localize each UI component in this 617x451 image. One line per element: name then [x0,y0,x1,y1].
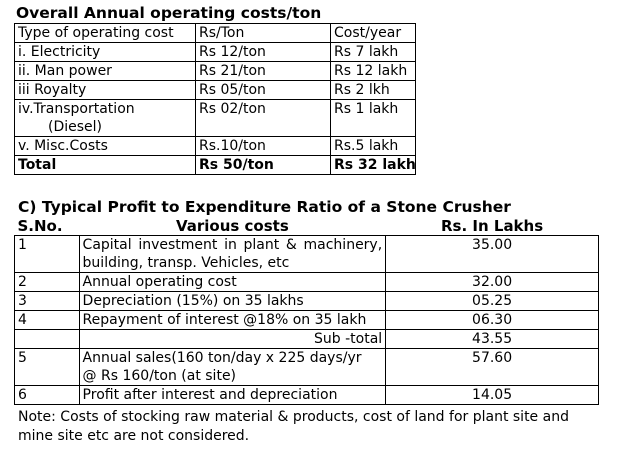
table-row: 2 Annual operating cost 32.00 [14,272,599,292]
cost-year: Rs 12 lakh [330,61,416,81]
cost-type: ii. Man power [14,61,196,81]
table-row: iv.Transportation (Diesel) Rs 02/ton Rs … [14,99,416,137]
header-sno: S.No. [17,217,63,235]
subtotal-label: Sub -total [78,329,387,349]
row-sno: 4 [14,310,80,330]
profit-ratio-title: C) Typical Profit to Expenditure Ratio o… [18,198,511,216]
row-desc: Depreciation (15%) on 35 lakhs [78,291,387,311]
table-row: 4 Repayment of interest @18% on 35 lakh … [14,310,599,330]
operating-costs-title: Overall Annual operating costs/ton [16,4,322,22]
header-costs: Various costs [175,217,289,235]
cost-year: Rs 1 lakh [330,99,416,137]
table-row: 6 Profit after interest and depreciation… [14,385,599,405]
row-desc: Annual operating cost [78,272,387,292]
row-sno: 1 [14,235,80,273]
total-label: Total [14,155,196,175]
row-desc: Annual sales(160 ton/day x 225 days/yr @… [78,348,387,386]
cost-type: i. Electricity [14,42,196,62]
header-rate: Rs/Ton [195,23,331,43]
cost-type-line1: iv.Transportation [18,101,135,117]
row-value: 35.00 [385,235,599,273]
profit-ratio-table: S.No. Various costs Rs. In Lakhs 1 Capit… [14,217,599,405]
header-value: Rs. In Lakhs [441,217,544,235]
total-rate: Rs 50/ton [195,155,331,175]
row-value: 32.00 [385,272,599,292]
row-desc: Capital investment in plant & machinery,… [78,235,387,273]
cost-type: v. Misc.Costs [14,136,196,156]
table-row: iii Royalty Rs 05/ton Rs 2 lkh [14,80,416,100]
cost-year: Rs 7 lakh [330,42,416,62]
cost-rate: Rs 12/ton [195,42,331,62]
cost-type: iv.Transportation (Diesel) [14,99,196,137]
row-sno: 3 [14,291,80,311]
cost-type-line2: (Diesel) [48,119,103,135]
table-row: v. Misc.Costs Rs.10/ton Rs.5 lakh [14,136,416,156]
row-sno: 5 [14,348,80,386]
row-desc: Repayment of interest @18% on 35 lakh [78,310,387,330]
cost-year: Rs.5 lakh [330,136,416,156]
table-header-row: S.No. Various costs Rs. In Lakhs [15,217,599,236]
cost-type: iii Royalty [14,80,196,100]
total-row: Total Rs 50/ton Rs 32 lakh [14,155,416,175]
total-year: Rs 32 lakh [330,155,416,175]
subtotal-value: 43.55 [385,329,599,349]
subtotal-row: Sub -total 43.55 [14,329,599,349]
cost-year: Rs 2 lkh [330,80,416,100]
cost-rate: Rs 02/ton [195,99,331,137]
row-sno: 2 [14,272,80,292]
cost-rate: Rs.10/ton [195,136,331,156]
header-year: Cost/year [330,23,416,43]
row-sno [14,329,80,349]
table-row: 5 Annual sales(160 ton/day x 225 days/yr… [14,348,599,386]
table-header-row: Type of operating cost Rs/Ton Cost/year [14,23,416,43]
cost-rate: Rs 21/ton [195,61,331,81]
row-value: 06.30 [385,310,599,330]
row-value: 57.60 [385,348,599,386]
operating-costs-table: Type of operating cost Rs/Ton Cost/year … [14,23,416,175]
table-row: 3 Depreciation (15%) on 35 lakhs 05.25 [14,291,599,311]
row-value: 05.25 [385,291,599,311]
header-type: Type of operating cost [14,23,196,43]
row-value: 14.05 [385,385,599,405]
row-desc-line2: @ Rs 160/ton (at site) [82,368,237,384]
table-row: 1 Capital investment in plant & machiner… [14,235,599,273]
cost-rate: Rs 05/ton [195,80,331,100]
table-row: ii. Man power Rs 21/ton Rs 12 lakh [14,61,416,81]
row-sno: 6 [14,385,80,405]
row-desc: Profit after interest and depreciation [78,385,387,405]
footnote: Note: Costs of stocking raw material & p… [18,409,569,444]
table-row: i. Electricity Rs 12/ton Rs 7 lakh [14,42,416,62]
row-desc-line1: Annual sales(160 ton/day x 225 days/yr [82,350,362,366]
